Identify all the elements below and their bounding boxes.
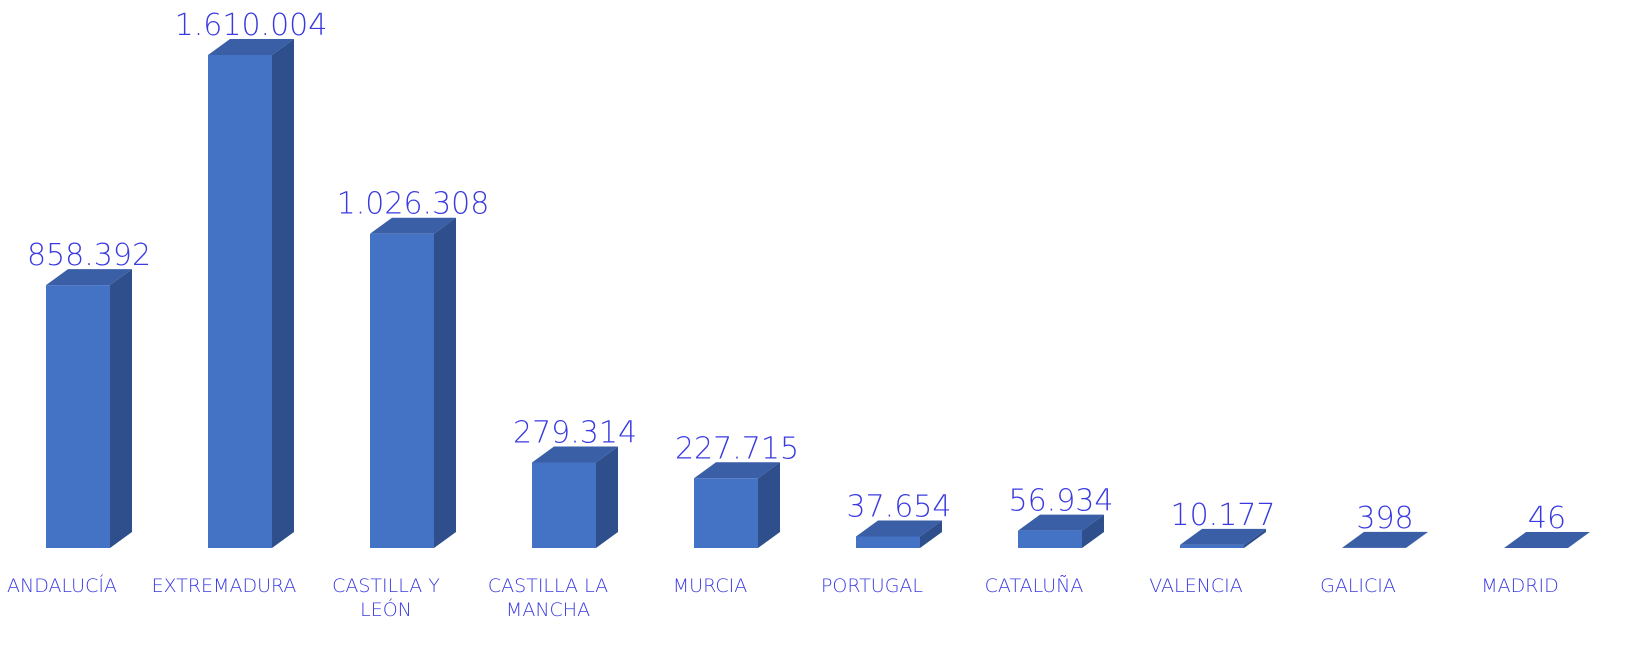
bar — [46, 269, 132, 548]
bar-front — [46, 285, 110, 548]
bar-front — [532, 462, 596, 548]
value-label: 10.177 — [1171, 498, 1276, 533]
bar-side — [1406, 531, 1428, 548]
bar-front — [1180, 544, 1244, 548]
value-label: 56.934 — [1009, 484, 1114, 519]
bar-front — [1018, 530, 1082, 548]
bar-top — [1018, 514, 1104, 531]
bar-top — [370, 217, 456, 234]
bar-side — [758, 462, 780, 548]
bar-side — [434, 217, 456, 548]
bar — [694, 462, 780, 548]
bar-front — [856, 536, 920, 548]
value-label: 858.392 — [27, 238, 151, 273]
value-label: 279.314 — [513, 415, 637, 450]
x-tick-label: CATALUÑA — [984, 575, 1084, 597]
x-tick-label: GALICIA — [1320, 575, 1396, 597]
bar-side — [272, 39, 294, 548]
bar — [856, 520, 942, 548]
bar-side — [596, 446, 618, 548]
bar-front — [208, 55, 272, 548]
bar-side — [920, 520, 942, 548]
value-label: 1.610.004 — [175, 8, 328, 43]
x-tick-label: PORTUGAL — [820, 575, 924, 597]
bar-top — [46, 269, 132, 286]
x-tick-label: CASTILLA Y LEÓN — [332, 575, 440, 621]
value-label: 398 — [1356, 501, 1413, 536]
bar — [208, 39, 294, 548]
bar-front — [370, 233, 434, 548]
x-tick-label: ANDALUCÍA — [7, 575, 117, 597]
bar-top — [694, 462, 780, 479]
x-tick-label: VALENCIA — [1149, 575, 1243, 597]
bar — [370, 217, 456, 548]
bar-top — [1504, 531, 1590, 548]
bar — [1342, 531, 1428, 548]
value-label: 46 — [1528, 501, 1566, 536]
bar-top — [1342, 531, 1428, 548]
x-tick-label: MURCIA — [672, 575, 748, 597]
bar-side — [1568, 531, 1590, 548]
bar-top — [1180, 528, 1266, 545]
bar-front — [694, 478, 758, 548]
bar — [1018, 514, 1104, 548]
value-label: 1.026.308 — [337, 187, 490, 222]
x-tick-label: CASTILLA LA MANCHA — [487, 575, 609, 621]
bar-top — [856, 520, 942, 537]
value-label: 227.715 — [675, 431, 799, 466]
value-label: 37.654 — [847, 489, 952, 524]
bar-top — [532, 446, 618, 463]
bar-side — [1244, 528, 1266, 548]
bar — [1180, 528, 1266, 548]
bar — [1504, 531, 1590, 548]
bar-top — [208, 39, 294, 55]
x-tick-label: EXTREMADURA — [151, 575, 297, 597]
bar-side — [110, 269, 132, 548]
x-tick-label: MADRID — [1481, 575, 1559, 597]
bar — [532, 446, 618, 548]
bar-side — [1082, 514, 1104, 548]
